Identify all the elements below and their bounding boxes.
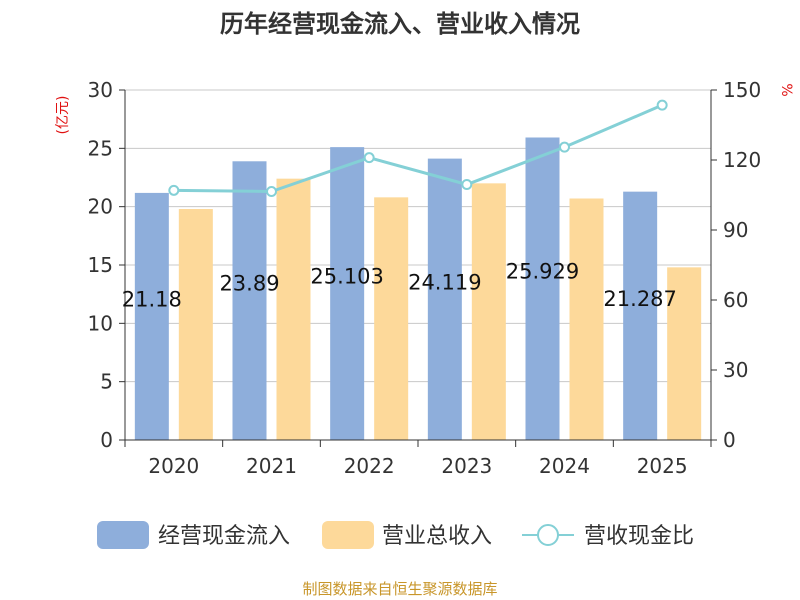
- data-label: 25.103: [310, 265, 383, 289]
- right-axis-tick-label: 150: [723, 78, 761, 102]
- data-label: 25.929: [506, 260, 579, 284]
- left-axis-tick-label: 10: [88, 311, 113, 335]
- right-axis-unit: %: [778, 83, 794, 96]
- line-point: [656, 99, 668, 111]
- legend-swatch: [322, 521, 374, 549]
- bar: [232, 161, 267, 441]
- data-label: 21.18: [122, 287, 182, 311]
- right-axis-tick-label: 30: [723, 358, 748, 382]
- line-point: [559, 141, 570, 153]
- left-axis-tick-label: 25: [88, 136, 113, 160]
- bar: [374, 197, 409, 440]
- left-axis-tick-label: 0: [100, 428, 113, 452]
- data-label: 21.287: [603, 287, 676, 311]
- legend-swatch-marker: [537, 524, 559, 546]
- bar: [471, 183, 506, 441]
- bar: [525, 137, 560, 440]
- right-axis-tick-label: 120: [723, 148, 761, 172]
- legend-swatch: [97, 521, 149, 549]
- bar: [276, 178, 311, 440]
- left-axis-tick-label: 20: [88, 195, 113, 219]
- bar: [134, 192, 169, 440]
- left-axis-tick-label: 30: [88, 78, 113, 102]
- right-axis-tick-label: 90: [723, 218, 748, 242]
- right-axis-tick-label: 60: [723, 288, 748, 312]
- line-point: [266, 186, 277, 197]
- x-axis-tick-label: 2024: [539, 454, 590, 478]
- line-series: [168, 99, 668, 197]
- left-axis-tick-label: 15: [88, 253, 113, 277]
- gridlines: [125, 89, 711, 383]
- bar: [427, 158, 462, 440]
- data-label: 24.119: [408, 270, 481, 294]
- data-label: 23.89: [219, 272, 279, 296]
- x-axis-tick-label: 2025: [637, 454, 688, 478]
- right-axis-tick-label: 0: [723, 428, 736, 452]
- line-point: [363, 152, 375, 164]
- legend-label: 经营现金流入: [158, 524, 290, 549]
- source-note: 制图数据来自恒生聚源数据库: [302, 580, 497, 598]
- data-labels: 21.18 23.89 25.103 24.119 25.929 21.287: [122, 260, 677, 312]
- legend-label: 营业总收入: [382, 524, 492, 549]
- line-point: [168, 184, 180, 196]
- bar: [623, 191, 658, 440]
- bar-series: [134, 137, 702, 441]
- bar: [569, 198, 604, 440]
- x-axis-tick-label: 2021: [246, 454, 297, 478]
- bar: [667, 267, 702, 440]
- line-point: [461, 179, 473, 190]
- x-axis-tick-label: 2022: [344, 454, 395, 478]
- legend: 经营现金流入 营业总收入 营收现金比: [97, 521, 694, 549]
- x-axis-tick-label: 2023: [441, 454, 492, 478]
- legend-label: 营收现金比: [584, 524, 694, 549]
- line-series-path: [173, 103, 663, 194]
- bar: [330, 147, 365, 441]
- left-axis-tick-label: 5: [100, 370, 113, 394]
- left-axis-unit: (亿元): [55, 96, 71, 135]
- chart-title: 历年经营现金流入、营业收入情况: [220, 10, 580, 38]
- x-axis-tick-label: 2020: [148, 454, 199, 478]
- bar: [178, 209, 213, 440]
